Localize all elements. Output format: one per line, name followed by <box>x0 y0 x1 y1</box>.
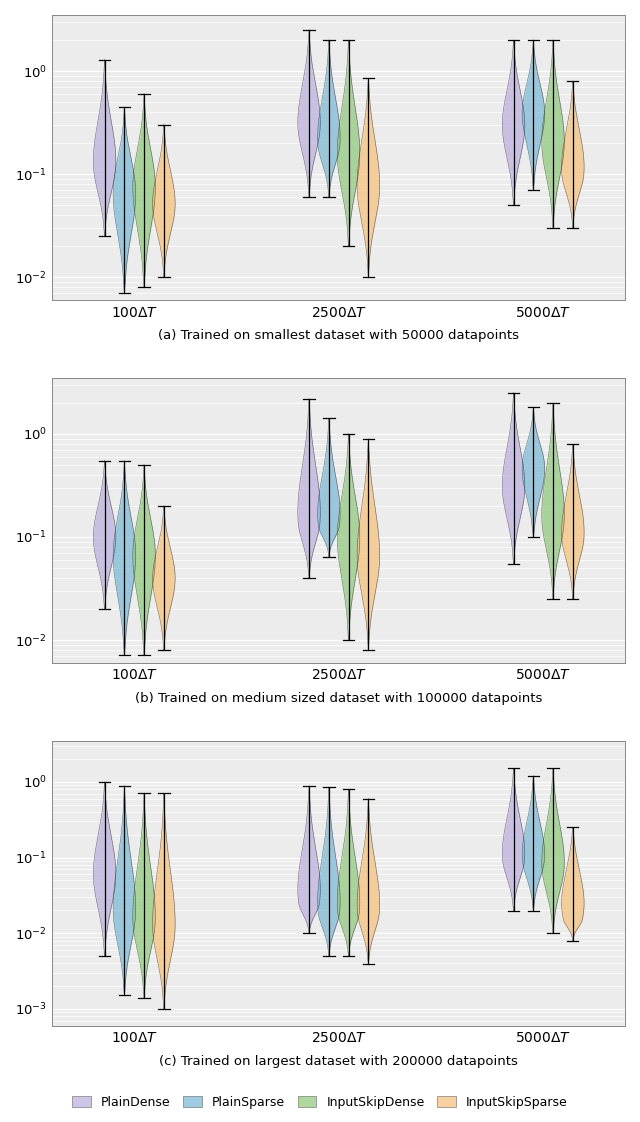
Text: (a) Trained on smallest dataset with 50000 datapoints: (a) Trained on smallest dataset with 500… <box>158 329 519 342</box>
Text: (c) Trained on largest dataset with 200000 datapoints: (c) Trained on largest dataset with 2000… <box>159 1055 518 1068</box>
Text: (b) Trained on medium sized dataset with 100000 datapoints: (b) Trained on medium sized dataset with… <box>135 692 543 705</box>
Legend: PlainDense, PlainSparse, InputSkipDense, InputSkipSparse: PlainDense, PlainSparse, InputSkipDense,… <box>67 1091 573 1113</box>
